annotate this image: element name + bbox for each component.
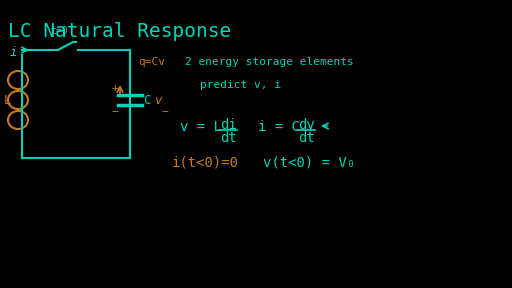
Text: −: − <box>162 107 169 117</box>
Text: C: C <box>143 94 151 107</box>
Text: dt: dt <box>220 131 237 145</box>
Text: v: v <box>155 94 162 107</box>
Text: i(t<0)=0: i(t<0)=0 <box>172 155 239 169</box>
Text: L: L <box>4 94 11 107</box>
Text: v = L: v = L <box>180 120 222 134</box>
Text: +: + <box>112 83 119 93</box>
Text: v(t<0) = V₀: v(t<0) = V₀ <box>263 155 355 169</box>
Text: LC Natural Response: LC Natural Response <box>8 22 231 41</box>
Text: q=Cv: q=Cv <box>138 57 165 67</box>
Text: 2 energy storage elements: 2 energy storage elements <box>185 57 354 67</box>
Text: di: di <box>220 118 237 132</box>
Text: predict v, i: predict v, i <box>200 80 281 90</box>
Text: −: − <box>112 107 119 117</box>
Text: dv: dv <box>298 118 315 132</box>
Text: i = C: i = C <box>258 120 300 134</box>
Text: i: i <box>10 46 17 58</box>
Text: dt: dt <box>298 131 315 145</box>
Text: t=0: t=0 <box>50 26 68 36</box>
